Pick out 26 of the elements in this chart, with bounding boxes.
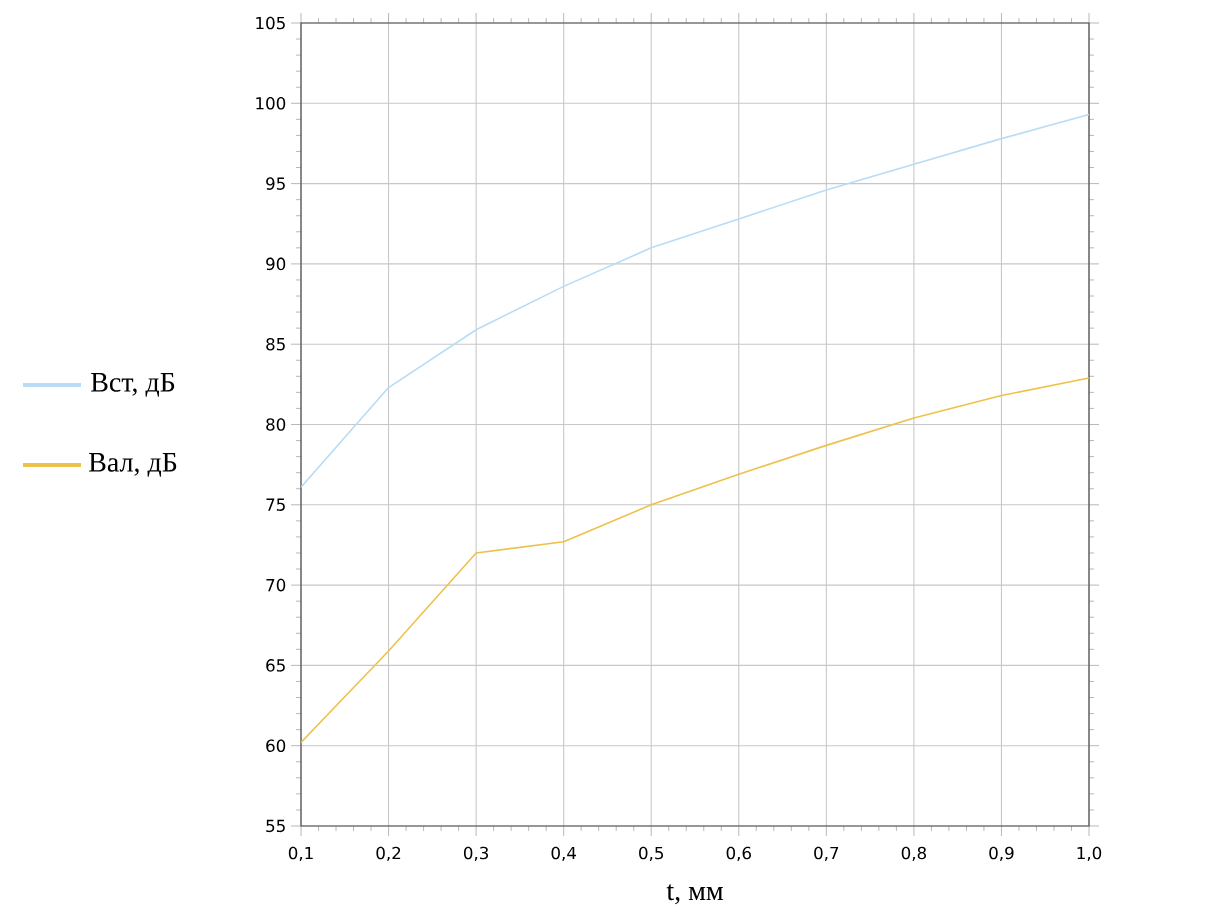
y-tick-label: 95 xyxy=(266,177,285,190)
y-tick-label: 85 xyxy=(266,337,285,351)
y-tick-label: 65 xyxy=(266,659,285,672)
y-tick-label: 75 xyxy=(266,498,285,511)
x-tick-label: 0,9 xyxy=(989,846,1014,862)
legend-label: Вал, дБ xyxy=(89,453,177,477)
x-tick-label: 0,4 xyxy=(551,846,576,862)
y-tick-label: 60 xyxy=(266,739,286,752)
y-tick-label: 90 xyxy=(266,257,286,271)
line-series xyxy=(301,113,1090,488)
x-tick-label: 0,6 xyxy=(726,846,751,862)
x-tick-label: 0,8 xyxy=(901,846,927,862)
y-tick-label: 105 xyxy=(256,16,285,30)
line-series xyxy=(301,377,1090,744)
y-tick-label: 70 xyxy=(266,578,286,592)
y-tick-label: 100 xyxy=(256,96,286,110)
y-tick-label: 80 xyxy=(266,418,286,431)
x-tick-label: 0,2 xyxy=(376,846,401,862)
y-tick-label: 55 xyxy=(266,819,285,833)
x-axis-title: t, мм xyxy=(666,884,723,905)
x-tick-label: 0,3 xyxy=(463,846,489,862)
legend-label: Вст, дБ xyxy=(91,373,175,397)
x-tick-label: 0,5 xyxy=(639,846,664,862)
x-tick-label: 1,0 xyxy=(1077,846,1102,862)
x-tick-label: 0,7 xyxy=(814,846,839,862)
x-tick-label: 0,1 xyxy=(288,846,313,862)
